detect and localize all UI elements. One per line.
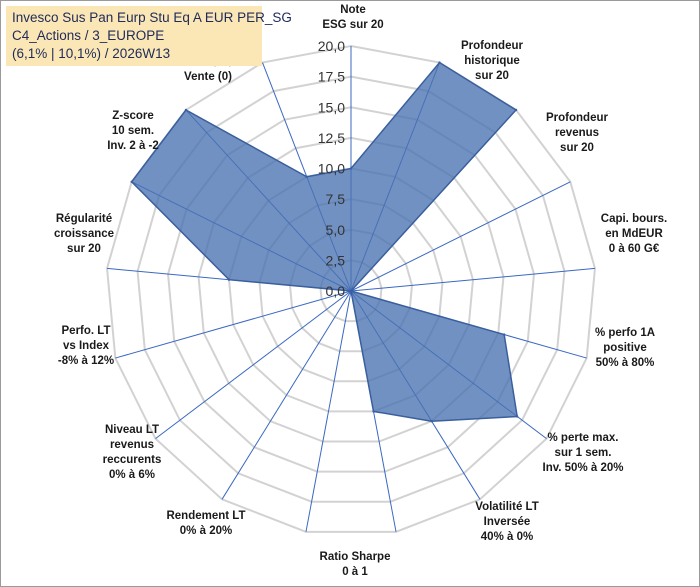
- tick-label: 10,0: [318, 161, 345, 177]
- tick-label: 5,0: [326, 222, 346, 238]
- chart-title-box: Invesco Sus Pan Eurp Stu Eq A EUR PER_SG…: [6, 6, 292, 66]
- axis-label: Rendement LT 0% à 20%: [166, 510, 245, 537]
- tick-label: 2,5: [326, 252, 346, 268]
- tick-label: 20,0: [318, 38, 345, 54]
- radar-series: [130, 61, 519, 423]
- data-point: [305, 175, 308, 178]
- axis-label: Niveau LT revenus reccurents 0% à 6%: [103, 424, 162, 481]
- axis-label: % perte max. sur 1 sem. Inv. 50% à 20%: [543, 432, 624, 474]
- title-line-category: C4_Actions / 3_EUROPE: [12, 28, 165, 43]
- tick-label: 7,5: [326, 191, 346, 207]
- radar-tick-labels: 0,0 2,5 5,0 7,5 10,0 12,5 15,0 17,5 20,0: [318, 38, 345, 299]
- axis-label: Volatilité LT Inversée 40% à 0%: [475, 501, 538, 543]
- radar-spoke: [155, 290, 352, 440]
- radar-spoke: [221, 290, 352, 500]
- data-point: [514, 108, 518, 112]
- tick-label: 15,0: [318, 99, 345, 115]
- tick-label: 17,5: [318, 69, 345, 85]
- axis-label: Vente (0): [184, 71, 232, 83]
- data-point: [130, 180, 133, 183]
- data-point: [430, 419, 433, 423]
- radar-spoke: [350, 181, 571, 292]
- axis-label: Note ESG sur 20: [322, 4, 383, 31]
- axis-label: % perfo 1A positive 50% à 80%: [595, 327, 655, 369]
- data-point: [349, 167, 353, 170]
- data-point: [227, 278, 231, 281]
- radar-spoke: [305, 290, 352, 532]
- tick-label: 12,5: [318, 130, 345, 146]
- title-line-fund: Invesco Sus Pan Eurp Stu Eq A EUR PER_SG: [12, 10, 292, 25]
- data-point: [438, 61, 441, 64]
- radar-axis-labels: Note ESG sur 20 Profondeur historique sur 20…: [54, 4, 667, 578]
- series-area: [130, 61, 519, 422]
- axis-label: Profondeur revenus sur 20: [546, 112, 608, 154]
- data-point: [184, 108, 188, 112]
- tick-label: 0,0: [326, 283, 346, 299]
- title-line-performance: (6,1% | 10,1%) / 2026W13: [12, 46, 171, 61]
- axis-label: Régularité croissance sur 20: [54, 213, 114, 255]
- data-point: [515, 415, 519, 418]
- axis-label: Ratio Sharpe 0 à 1: [320, 551, 391, 578]
- data-point: [502, 333, 506, 336]
- data-point: [349, 289, 353, 293]
- radar-spoke: [350, 267, 596, 292]
- axis-label: Perfo. LT vs Index -8% à 12%: [58, 325, 114, 367]
- radar-spoke: [115, 290, 352, 359]
- data-point: [372, 410, 375, 413]
- axis-label: Capi. bours. en MdEUR 0 à 60 G€: [601, 213, 667, 255]
- axis-label: Profondeur historique sur 20: [461, 40, 523, 82]
- axis-label: Z-score 10 sem. Inv. 2 à -2: [107, 110, 159, 152]
